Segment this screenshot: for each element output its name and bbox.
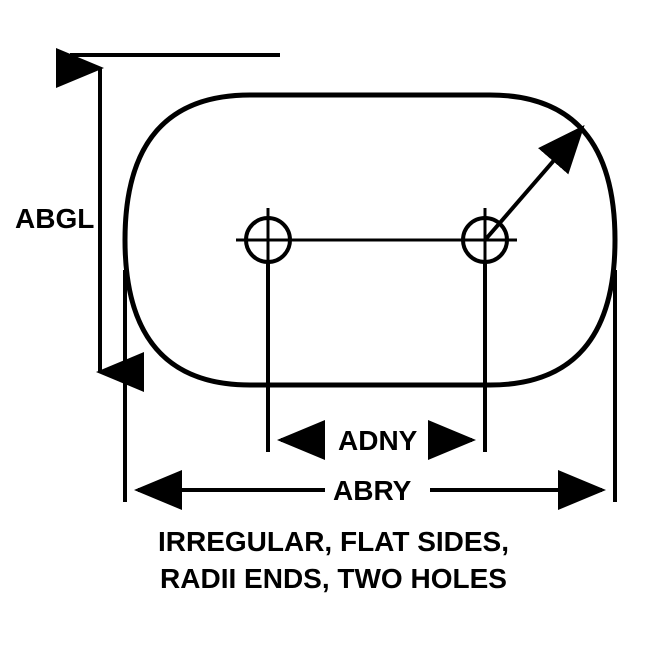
dim-abgl-label: ABGL bbox=[15, 203, 94, 234]
technical-diagram: ABGL ADNY ABRY IRREGULAR, FLAT SIDES, RA… bbox=[0, 0, 667, 652]
caption: IRREGULAR, FLAT SIDES, RADII ENDS, TWO H… bbox=[0, 524, 667, 597]
radius-leader bbox=[485, 128, 582, 240]
caption-line1: IRREGULAR, FLAT SIDES, bbox=[0, 524, 667, 560]
dim-adny-label: ADNY bbox=[338, 425, 418, 456]
dim-abry-label: ABRY bbox=[333, 475, 412, 506]
caption-line2: RADII ENDS, TWO HOLES bbox=[0, 561, 667, 597]
